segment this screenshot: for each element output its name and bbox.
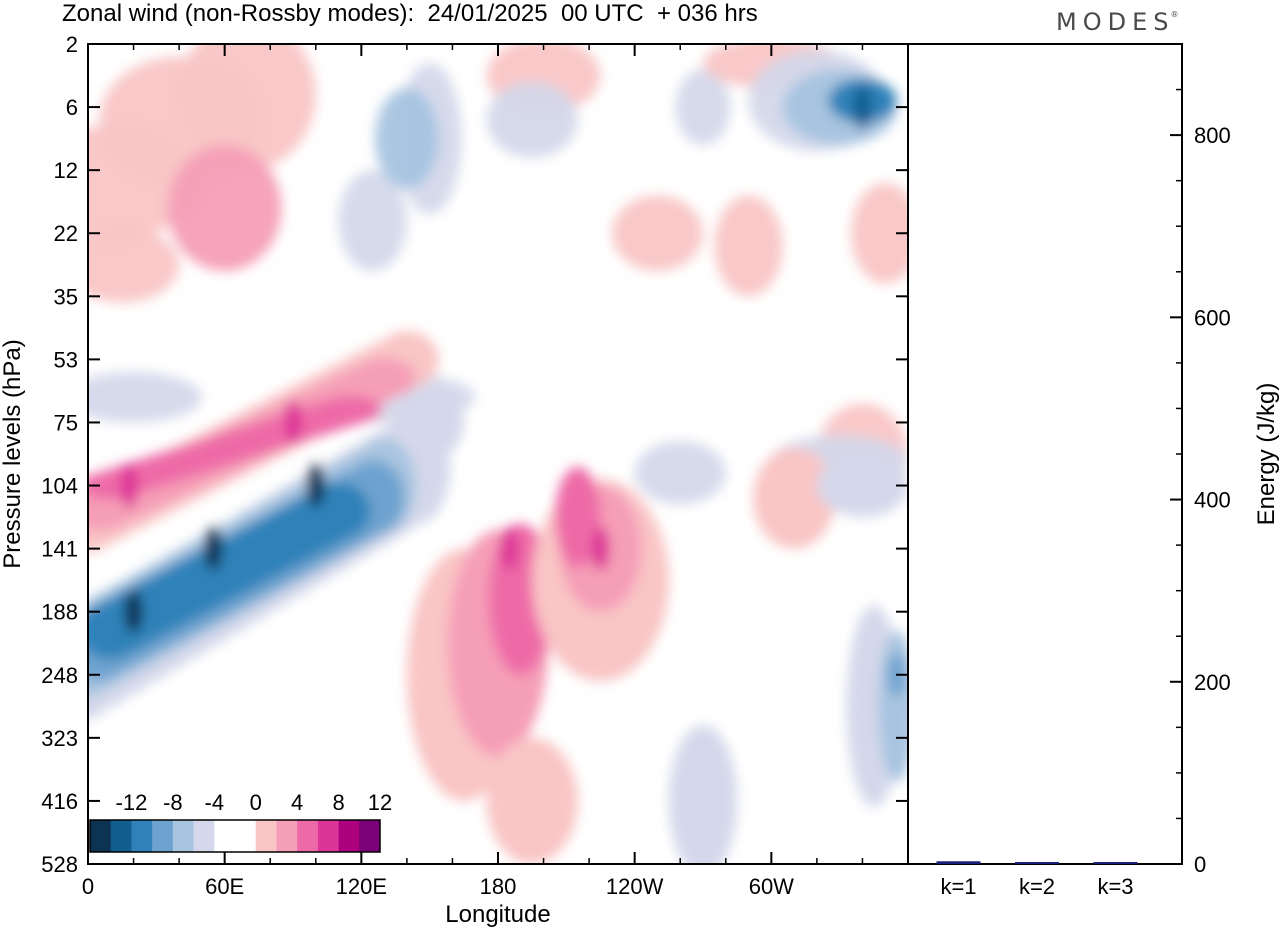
- y-tick-label: 2: [66, 32, 78, 57]
- colorbar-swatch: [297, 820, 319, 852]
- x-tick-label: 120E: [336, 874, 387, 899]
- x-tick-label: 180: [480, 874, 517, 899]
- colorbar-label: -4: [205, 790, 225, 815]
- colorbar-swatch: [90, 820, 112, 852]
- heatmap-peak: [120, 463, 138, 508]
- y-tick-label: 35: [54, 284, 78, 309]
- colorbar-swatch: [214, 820, 236, 852]
- chart-title: Zonal wind (non-Rossby modes): 24/01/202…: [62, 0, 758, 27]
- x-tick-label: 60E: [205, 874, 244, 899]
- energy-category-label: k=2: [1019, 874, 1055, 899]
- energy-category-label: k=1: [940, 874, 976, 899]
- y-tick-label: 323: [41, 726, 78, 751]
- colorbar-swatch: [152, 820, 174, 852]
- energy-bar: [1093, 862, 1138, 864]
- energy-axis: 0 200 400 600 800: [1170, 43, 1231, 877]
- y-tick-label: 141: [41, 537, 78, 562]
- y-tick-label: 248: [41, 663, 78, 688]
- x-tick-label: 120W: [606, 874, 664, 899]
- heatmap-peak: [124, 589, 143, 634]
- energy-tick-label: 400: [1194, 488, 1231, 513]
- energy-tick-label: 200: [1194, 670, 1231, 695]
- energy-tick-label: 0: [1194, 852, 1206, 877]
- colorbar-swatch: [255, 820, 277, 852]
- y-axis: 2 6 12 22 35 53 75 104 141 188 248 323 416 528: [41, 32, 908, 877]
- colorbar-label: 12: [368, 790, 392, 815]
- logo-text: MODES: [1056, 8, 1175, 36]
- colorbar-swatch: [276, 820, 298, 852]
- heatmap-peak: [591, 526, 610, 571]
- colorbar-label: -8: [163, 790, 183, 815]
- y-tick-label: 75: [54, 410, 78, 435]
- energy-bar: [1015, 862, 1059, 864]
- colorbar-swatch: [110, 820, 132, 852]
- energy-tick-label: 600: [1194, 305, 1231, 330]
- colorbar-label: 4: [291, 790, 303, 815]
- heatmap-peak: [204, 526, 223, 571]
- colorbar-swatch: [338, 820, 360, 852]
- heatmap-field: [88, 44, 908, 864]
- heatmap-peak: [500, 526, 519, 571]
- colorbar-label: 8: [332, 790, 344, 815]
- colorbar-swatch: [317, 820, 340, 852]
- colorbar-swatch: [131, 820, 153, 852]
- colorbar-label: -12: [116, 790, 148, 815]
- y-tick-label: 53: [54, 347, 78, 372]
- energy-tick-label: 800: [1194, 123, 1231, 148]
- x-axis-label: Longitude: [445, 901, 550, 928]
- x-tick-label: 0: [82, 874, 94, 899]
- y-tick-label: 188: [41, 600, 78, 625]
- colorbar-swatch: [359, 820, 381, 852]
- heatmap-peak: [853, 85, 872, 130]
- energy-bar: [936, 861, 981, 864]
- colorbar-swatch: [235, 820, 257, 852]
- x-tick-label: 60W: [749, 874, 794, 899]
- x-axis: 0 60E 120E 180 120W 60W: [82, 44, 909, 899]
- y-tick-label: 22: [54, 221, 78, 246]
- energy-bars: k=1 k=2 k=3: [936, 861, 1138, 899]
- y-tick-label: 104: [41, 474, 78, 499]
- energy-category-label: k=3: [1097, 874, 1133, 899]
- colorbar-swatch: [193, 820, 215, 852]
- y-tick-label: 416: [41, 789, 78, 814]
- y-tick-label: 528: [41, 852, 78, 877]
- y-tick-label: 12: [54, 158, 78, 183]
- modes-logo: MODES®: [1056, 8, 1182, 36]
- heatmap-peak: [284, 400, 302, 445]
- colorbar-swatch: [172, 820, 195, 852]
- logo-mark: ®: [1170, 10, 1179, 19]
- energy-plot-frame: [907, 43, 1183, 865]
- energy-axis-label: Energy (J/kg): [1253, 383, 1280, 526]
- y-tick-label: 6: [66, 95, 78, 120]
- colorbar: -12 -8 -4 0 4 8 12: [89, 790, 392, 853]
- colorbar-label: 0: [250, 790, 262, 815]
- y-axis-label: Pressure levels (hPa): [0, 339, 26, 568]
- heatmap-peak: [306, 463, 325, 508]
